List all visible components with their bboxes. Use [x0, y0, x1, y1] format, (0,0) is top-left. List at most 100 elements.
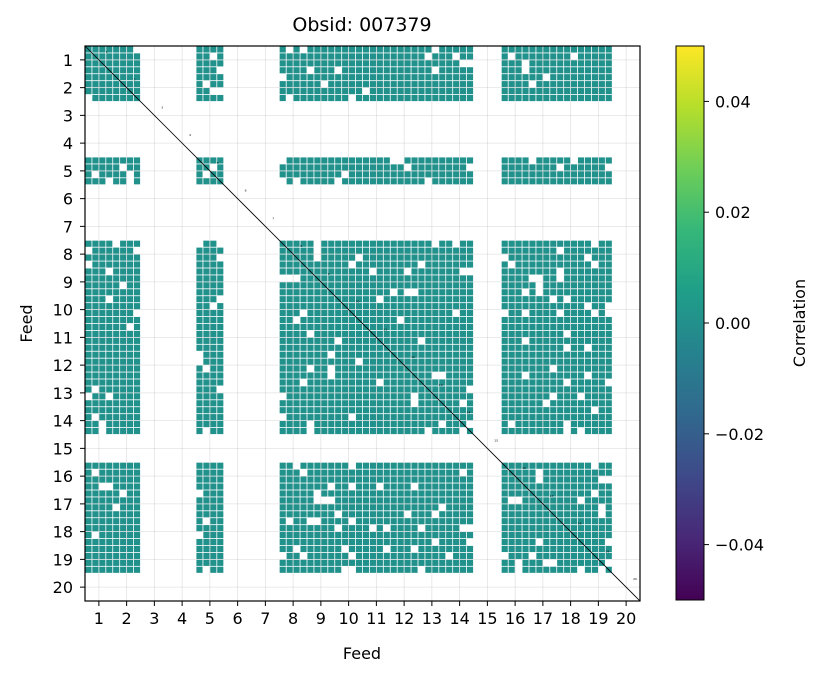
heatmap-cell — [335, 316, 342, 324]
heatmap-cell — [286, 379, 293, 386]
heatmap-cell — [349, 53, 356, 60]
heatmap-cell — [460, 344, 467, 351]
heatmap-cell — [307, 483, 314, 490]
heatmap-cell — [591, 372, 598, 379]
heatmap-cell — [342, 504, 349, 511]
heatmap-cell — [571, 337, 578, 344]
heatmap-cell — [335, 81, 342, 88]
heatmap-cell — [362, 310, 370, 317]
heatmap-cell — [439, 171, 446, 178]
heatmap-cell — [591, 157, 598, 164]
heatmap-cell — [543, 365, 550, 372]
heatmap-cell — [466, 303, 474, 310]
heatmap-cell — [113, 476, 120, 483]
heatmap-cell — [369, 164, 376, 171]
heatmap-cell — [355, 372, 363, 379]
heatmap-cell — [550, 303, 557, 310]
heatmap-cell — [217, 400, 224, 407]
heatmap-cell — [411, 490, 418, 497]
heatmap-cell — [307, 247, 314, 254]
heatmap-cell — [466, 511, 474, 518]
heatmap-cell — [349, 525, 356, 532]
heatmap-cell — [369, 289, 376, 296]
heatmap-cell — [369, 344, 376, 351]
heatmap-cell — [446, 81, 453, 88]
heatmap-cell — [362, 344, 370, 351]
heatmap-cell — [515, 469, 522, 476]
heatmap-cell — [453, 511, 460, 518]
heatmap-cell — [376, 372, 383, 379]
heatmap-cell — [328, 53, 335, 60]
heatmap-cell — [411, 462, 418, 469]
heatmap-cell — [515, 483, 522, 490]
heatmap-cell — [460, 545, 467, 553]
heatmap-cell — [217, 337, 224, 344]
heatmap-cell — [210, 559, 217, 566]
heatmap-cell — [196, 372, 203, 379]
heatmap-cell — [349, 490, 356, 497]
x-tick-label: 7 — [260, 609, 270, 628]
heatmap-cell — [432, 81, 439, 88]
heatmap-cell — [418, 60, 425, 67]
heatmap-cell — [397, 310, 404, 317]
heatmap-cell — [127, 247, 134, 254]
heatmap-cell — [543, 323, 550, 331]
heatmap-cell — [466, 379, 474, 386]
heatmap-cell — [598, 337, 605, 344]
heatmap-cell — [564, 490, 571, 497]
heatmap-cell — [342, 282, 349, 289]
heatmap-cell — [557, 469, 564, 476]
heatmap-cell — [369, 275, 376, 282]
heatmap-cell — [564, 178, 571, 185]
heatmap-cell — [515, 254, 522, 261]
heatmap-cell — [196, 552, 203, 559]
heatmap-cell — [529, 545, 536, 553]
heatmap-cell — [425, 164, 432, 171]
heatmap-cell — [120, 157, 127, 164]
heatmap-cell — [362, 53, 370, 60]
heatmap-cell — [460, 490, 467, 497]
heatmap-cell — [418, 469, 425, 476]
heatmap-cell — [127, 81, 134, 88]
heatmap-cell — [605, 386, 612, 393]
heatmap-cell — [321, 414, 328, 421]
heatmap-cell — [369, 303, 376, 310]
heatmap-cell — [522, 53, 529, 60]
heatmap-cell — [349, 476, 356, 483]
heatmap-cell — [460, 316, 467, 324]
heatmap-cell — [390, 407, 397, 414]
heatmap-cell — [543, 427, 550, 435]
heatmap-cell — [508, 511, 515, 518]
heatmap-cell — [390, 414, 397, 421]
heatmap-cell — [577, 247, 585, 254]
heatmap-cell — [92, 157, 99, 164]
heatmap-cell — [460, 46, 467, 53]
heatmap-cell — [342, 559, 349, 566]
heatmap-cell — [543, 462, 550, 469]
heatmap-cell — [404, 476, 411, 483]
heatmap-cell — [571, 400, 578, 407]
heatmap-cell — [342, 178, 349, 185]
heatmap-cell — [418, 303, 425, 310]
heatmap-cell — [453, 552, 460, 559]
heatmap-cell — [92, 407, 99, 414]
heatmap-cell — [605, 552, 612, 559]
heatmap-cell — [550, 400, 557, 407]
heatmap-cell — [543, 88, 550, 95]
heatmap-cell — [279, 67, 286, 74]
y-tick-label: 3 — [63, 106, 73, 125]
heatmap-cell — [508, 316, 515, 324]
heatmap-cell — [113, 60, 120, 67]
heatmap-cell — [598, 261, 605, 268]
heatmap-cell — [397, 164, 404, 171]
heatmap-cell — [321, 330, 328, 337]
heatmap-cell — [598, 67, 605, 74]
heatmap-cell — [120, 538, 127, 546]
heatmap-cell — [349, 538, 356, 546]
heatmap-cell — [210, 178, 217, 185]
heatmap-cell — [577, 157, 585, 164]
heatmap-cell — [522, 490, 529, 497]
heatmap-cell — [203, 552, 210, 559]
heatmap-cell — [279, 518, 286, 525]
heatmap-cell — [335, 275, 342, 282]
